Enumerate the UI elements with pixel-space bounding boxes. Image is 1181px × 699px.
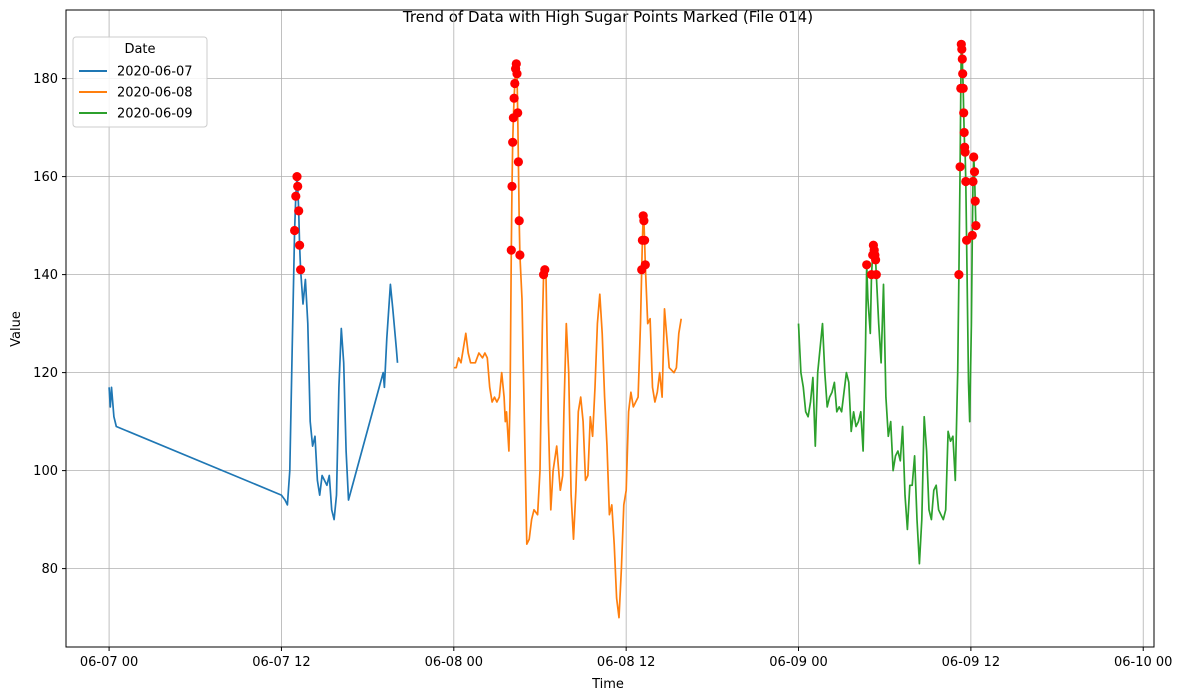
high-sugar-point [971,221,981,231]
high-sugar-point [294,206,304,216]
high-sugar-point [970,196,980,206]
x-tick-label: 06-08 12 [597,655,655,670]
high-sugar-point [958,83,968,93]
high-sugar-point [513,108,523,118]
high-sugar-point [954,270,964,280]
y-tick-label: 140 [33,268,58,283]
high-sugar-point [515,250,525,260]
x-tick-label: 06-10 00 [1114,655,1172,670]
high-sugar-point [513,157,524,167]
high-sugar-point [292,172,302,182]
x-tick-label: 06-07 00 [80,655,138,670]
x-tick-label: 06-07 12 [252,655,310,670]
x-tick-label: 06-08 00 [425,655,483,670]
high-sugar-point [296,265,306,275]
high-sugar-point [295,240,305,250]
series-line-2020-06-07 [108,175,399,521]
legend-box [72,36,208,128]
high-sugar-point [871,270,881,280]
x-axis-ticks: 06-07 00 06-07 12 06-08 00 06-08 12 06-09 00… [80,647,1172,670]
legend-title: Date [124,42,155,57]
high-sugar-point [514,216,524,226]
high-sugar-point [639,216,649,226]
high-sugar-markers [290,39,981,280]
high-sugar-point [293,181,303,191]
y-tick-label: 100 [33,464,58,479]
high-sugar-point [957,44,967,54]
y-tick-label: 160 [33,170,58,185]
x-tick-label: 06-09 00 [769,655,827,670]
high-sugar-point [961,176,971,187]
high-sugar-point [291,191,301,201]
legend-entry-label: 2020-06-08 [117,86,193,101]
legend-entries: 2020-06-07 2020-06-08 2020-06-09 [79,65,193,122]
x-axis-title: Time [591,677,624,692]
chart-title: Trend of Data with High Sugar Points Mar… [402,8,813,26]
y-axis-ticks: 80 100 120 140 160 180 [33,72,66,577]
y-axis-title: Value [9,311,24,347]
high-sugar-point [957,54,967,64]
y-tick-label: 180 [33,72,58,87]
high-sugar-point [968,176,978,187]
x-tick-label: 06-09 12 [942,655,1000,670]
high-sugar-point [959,127,969,138]
high-sugar-point [955,162,965,172]
high-sugar-point [967,230,977,240]
high-sugar-point [640,260,650,270]
high-sugar-point [540,265,550,275]
high-sugar-point [960,147,970,157]
plot-frame [65,9,1155,648]
high-sugar-point [508,137,518,147]
high-sugar-point [958,69,968,79]
high-sugar-point [510,78,520,89]
y-tick-label: 120 [33,366,58,381]
high-sugar-point [969,152,979,162]
legend-entry-label: 2020-06-07 [117,65,193,80]
high-sugar-point [512,69,522,79]
high-sugar-point [506,245,516,255]
high-sugar-point [511,59,521,69]
high-sugar-point [509,93,519,103]
y-tick-label: 80 [41,562,58,577]
high-sugar-point [969,167,980,177]
high-sugar-point [862,260,872,270]
high-sugar-point [640,235,650,245]
high-sugar-point [959,108,969,118]
high-sugar-point [507,181,517,191]
high-sugar-point [290,225,300,236]
legend: Date 2020-06-07 2020-06-08 2020-06-09 [72,36,208,128]
high-sugar-point [871,255,881,265]
legend-entry-label: 2020-06-09 [117,107,193,122]
